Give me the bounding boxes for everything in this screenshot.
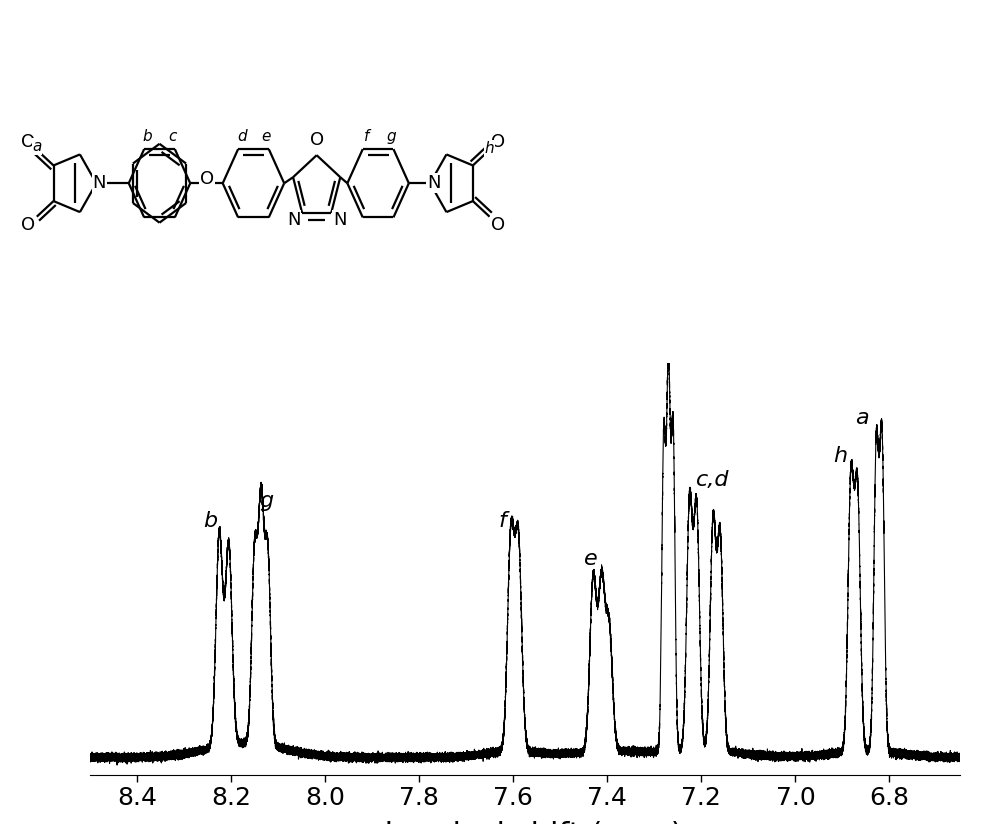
Text: b: b (203, 512, 217, 531)
Text: O: O (21, 216, 35, 234)
Text: b: b (143, 129, 152, 143)
Text: N: N (287, 212, 301, 229)
Text: a: a (855, 409, 869, 428)
Text: N: N (92, 174, 106, 192)
Text: O: O (200, 171, 214, 189)
Text: O: O (21, 133, 35, 151)
Text: d: d (237, 129, 246, 143)
Text: a: a (32, 139, 42, 154)
Text: g: g (386, 129, 396, 143)
Text: h: h (485, 141, 494, 157)
Text: h: h (833, 446, 847, 466)
X-axis label: chemical shift (ppm): chemical shift (ppm) (368, 822, 682, 824)
Text: f: f (364, 129, 369, 143)
Text: O: O (491, 216, 505, 234)
Text: e: e (262, 129, 271, 143)
Text: g: g (259, 491, 273, 511)
Text: f: f (498, 512, 506, 531)
Text: c,d: c,d (696, 471, 730, 490)
Text: O: O (491, 133, 505, 151)
Text: e: e (584, 549, 598, 569)
Text: c: c (168, 129, 177, 143)
Text: N: N (333, 212, 346, 229)
Text: N: N (427, 174, 440, 192)
Text: O: O (310, 131, 324, 149)
